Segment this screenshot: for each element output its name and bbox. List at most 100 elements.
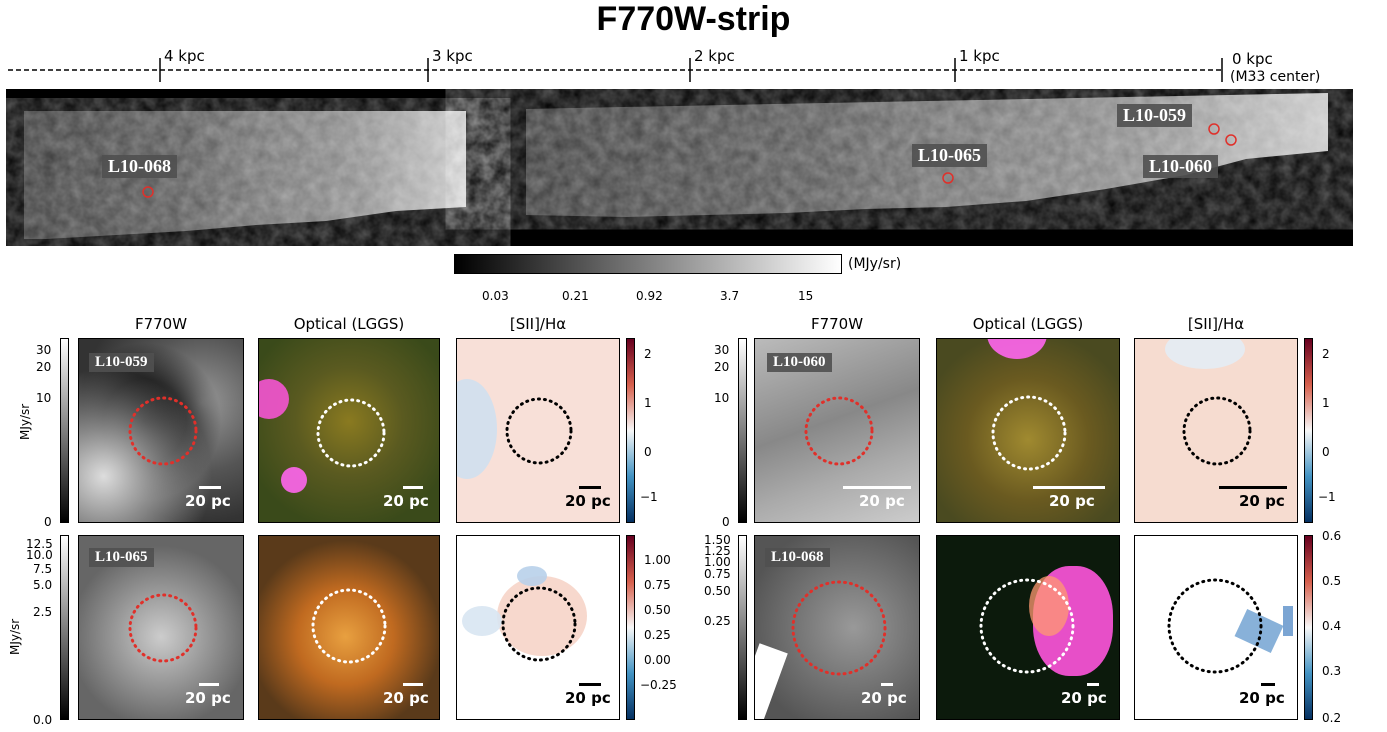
ratio-cb-tick: 0.6 [1322,529,1342,543]
panel-l10-059-f770w: L10-059 20 pc [78,338,244,523]
strip-colorbar-unit: (MJy/sr) [848,256,902,272]
region-circle [804,396,874,466]
panel-label-l10-060: L10-060 [767,353,832,372]
region-circle [128,593,198,663]
ratio-colorbar [1304,535,1313,720]
region-circle [316,398,386,468]
ir-cb-tick: 2.5 [33,605,53,619]
tick-label-3kpc: 3 kpc [432,47,473,65]
strip-marker-l10-065 [942,172,954,184]
region-circle [979,578,1075,674]
ratio-colorbar [626,535,635,720]
ratio-cb-tick: 1 [1322,396,1330,410]
ir-cb-tick: 20 [714,360,730,374]
panel-l10-060-f770w: L10-060 20 pc [754,338,920,523]
ir-cb-tick: 30 [714,343,730,357]
strip-cb-tick: 15 [798,289,814,303]
scale-bar [579,683,601,686]
ir-cb-tick: 1.25 [704,544,731,558]
ir-cb-tick: 12.5 [26,537,53,551]
ir-cb-tick: 10 [36,391,52,405]
scale-bar-label: 20 pc [1049,492,1095,510]
ir-cb-tick: 5.0 [33,578,53,592]
scale-bar [199,683,219,686]
ratio-cb-tick: 0 [1322,445,1330,459]
ratio-cb-tick: 1.00 [644,553,671,567]
ratio-cb-tick: 0.4 [1322,619,1342,633]
strip-cb-tick: 0.03 [482,289,509,303]
ir-cb-tick: 1.50 [704,533,731,547]
col-title-f770w: F770W [810,315,864,333]
col-title-sii-ha: [SII]/Hα [509,315,567,333]
region-circle [311,588,387,664]
ratio-cb-tick: −1 [640,490,658,504]
ratio-cb-tick: −0.25 [640,678,677,692]
ratio-colorbar [626,338,635,523]
scale-bar [1261,683,1275,686]
ir-cb-tick: 0.50 [704,584,731,598]
panel-l10-059-optical: 20 pc [258,338,440,523]
ratio-cb-tick: 0.00 [644,653,671,667]
scale-bar [1219,486,1287,489]
scale-bar-label: 20 pc [861,689,907,707]
ir-cb-tick: 10 [714,391,730,405]
panel-label-l10-068: L10-068 [765,548,830,567]
ratio-cb-tick: 1 [644,396,652,410]
region-circle [505,397,573,465]
ir-cb-tick: 0.75 [704,567,731,581]
strip-label-l10-065: L10-065 [912,144,987,167]
region-circle [1182,396,1252,466]
scale-bar-label: 20 pc [185,689,231,707]
region-circle [1167,578,1263,674]
panel-label-l10-065: L10-065 [89,548,154,567]
ir-cb-tick: 0 [44,515,52,529]
ratio-cb-tick: 2 [1322,347,1330,361]
strip-colorbar [454,254,842,274]
ir-cb-tick: 0.25 [704,614,731,628]
panel-l10-060-optical: 20 pc [936,338,1120,523]
tick-label-0kpc: 0 kpc [1232,50,1273,68]
strip-marker-l10-068 [142,186,154,198]
scale-bar-label: 20 pc [383,689,429,707]
ir-colorbar [738,338,747,523]
scale-bar-label: 20 pc [565,492,611,510]
strip-label-l10-060: L10-060 [1143,155,1218,178]
col-title-optical: Optical (LGGS) [972,315,1084,333]
panel-l10-060-sii-ha: 20 pc [1134,338,1298,523]
region-circle [128,396,198,466]
strip-cb-tick: 0.21 [562,289,589,303]
panel-l10-068-f770w: L10-068 20 pc [754,535,920,720]
panel-l10-065-f770w: L10-065 20 pc [78,535,244,720]
col-title-f770w: F770W [134,315,188,333]
col-title-optical: Optical (LGGS) [293,315,405,333]
strip-marker-l10-059 [1208,123,1220,135]
scale-bar-label: 20 pc [859,492,905,510]
strip-cb-tick: 0.92 [636,289,663,303]
region-circle [501,586,577,662]
ir-cb-tick: 1.00 [704,555,731,569]
ir-cb-tick: 10.0 [26,548,53,562]
ratio-cb-tick: 0 [644,445,652,459]
scale-bar-label: 20 pc [185,492,231,510]
scale-bar [843,486,911,489]
region-circle [991,395,1067,471]
ir-cb-tick: 0 [722,515,730,529]
scale-bar [403,683,423,686]
strip-label-l10-059: L10-059 [1117,104,1192,127]
col-title-sii-ha: [SII]/Hα [1187,315,1245,333]
ratio-cb-tick: 0.25 [644,628,671,642]
panel-label-l10-059: L10-059 [89,353,154,372]
scale-bar-label: 20 pc [1239,689,1285,707]
tick-label-2kpc: 2 kpc [694,47,735,65]
region-circle [791,580,887,676]
scale-bar-label: 20 pc [1239,492,1285,510]
scale-bar [1087,683,1099,686]
scale-bar-label: 20 pc [1061,689,1107,707]
ratio-cb-tick: 2 [644,347,652,361]
panel-l10-068-sii-ha: 20 pc [1134,535,1298,720]
strip-cb-tick: 3.7 [720,289,740,303]
ratio-cb-tick: 0.3 [1322,664,1342,678]
ir-colorbar [60,338,69,523]
strip-marker-l10-060 [1225,134,1237,146]
ir-cb-tick: 0.0 [33,713,53,727]
